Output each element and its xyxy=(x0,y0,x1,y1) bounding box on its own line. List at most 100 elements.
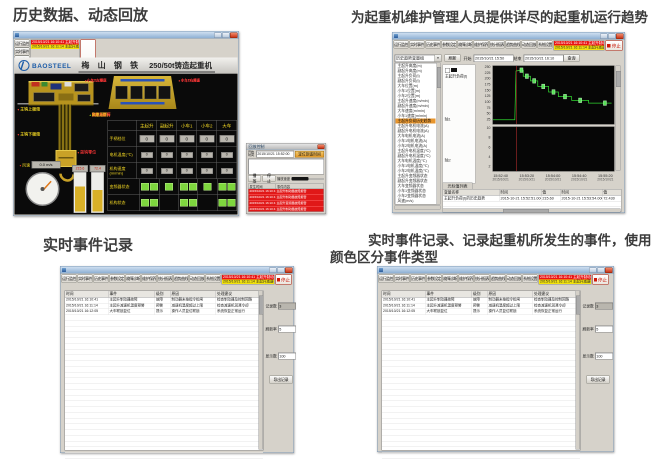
chart-cursor[interactable] xyxy=(516,127,517,171)
toolbar-button[interactable]: 系统设置 xyxy=(538,41,553,49)
locate-time-button[interactable]: 定位到该时间 xyxy=(295,151,324,158)
event-table: 时间 事件 级别 原因 处理建议 2015/10/21 16:10:41 主起升… xyxy=(382,291,581,451)
refresh-rate-input[interactable]: 5 xyxy=(595,326,613,333)
maximize-button[interactable] xyxy=(608,34,616,40)
column-header: 值 xyxy=(541,190,560,196)
toolbar-button[interactable]: 故障诊断 xyxy=(443,275,458,284)
stop-button[interactable]: 停止 xyxy=(263,176,276,182)
toolbar-button[interactable]: 故障诊断 xyxy=(126,275,141,284)
toolbar-button[interactable]: 维护保养 xyxy=(459,275,474,284)
toolbar-button[interactable]: 实时事件 xyxy=(410,41,425,49)
scada-titlebar[interactable] xyxy=(14,32,239,39)
chart-cursor[interactable] xyxy=(516,66,517,124)
minimize-button[interactable] xyxy=(214,33,222,39)
toolbar-button[interactable]: 运行监控 xyxy=(15,40,30,48)
toolbar-button[interactable]: 运行监控 xyxy=(62,275,77,284)
close-button[interactable] xyxy=(318,145,325,150)
toolbar-button[interactable]: 趋势曲线 xyxy=(506,41,521,49)
playback-listbox[interactable] xyxy=(248,159,324,175)
minimize-button[interactable] xyxy=(589,268,597,274)
trend-titlebar[interactable] xyxy=(393,33,625,40)
export-button[interactable]: 导出记录 xyxy=(270,376,293,384)
toolbar-button[interactable]: 实时事件 xyxy=(395,275,410,284)
stop-alarm-button[interactable]: 停止 xyxy=(276,275,292,285)
start-datetime-input[interactable]: 2015/10/21 15:50 xyxy=(474,55,514,63)
toolbar-button[interactable]: 运行监控 xyxy=(379,275,394,284)
toolbar-button[interactable]: 历史事件 xyxy=(411,275,426,284)
toolbar-button[interactable]: 统计报表 xyxy=(158,275,173,284)
toolbar-button[interactable]: 实时事件 xyxy=(15,48,30,56)
toolbar-button[interactable]: 故障诊断 xyxy=(458,41,473,49)
gear-value: 0 xyxy=(139,135,154,143)
maximize-button[interactable] xyxy=(222,33,230,39)
toolbar-button[interactable]: 参数设定 xyxy=(110,275,125,284)
limit-label: 主钩上限位 xyxy=(18,107,41,113)
toolbar-button[interactable]: 维护保养 xyxy=(142,275,157,284)
toolbar-button[interactable]: 统计报表 xyxy=(475,275,490,284)
end-datetime-input[interactable]: 2015/10/21 16:10 xyxy=(524,55,564,63)
toolbar-button[interactable]: 趋势曲线 xyxy=(174,275,189,284)
event-row[interactable]: 2015/10/21 16:12:05 大车联锁复位 提示 操作人员复位联锁 系… xyxy=(65,309,263,315)
toolbar-button[interactable]: 参数设定 xyxy=(442,41,457,49)
close-button[interactable] xyxy=(230,33,238,39)
minimize-button[interactable] xyxy=(269,268,277,274)
event-table: 时间 事件 级别 原因 处理建议 2015/10/21 16:10:41 主起升… xyxy=(65,291,264,451)
table-h-scrollbar[interactable] xyxy=(443,209,621,213)
series-name: 主起升负荷(t) xyxy=(445,74,473,79)
event-titlebar[interactable] xyxy=(378,267,614,274)
playback-titlebar[interactable]: 回放控制 xyxy=(247,144,326,150)
bridge-limit-label: 小车2右停止 xyxy=(179,78,201,83)
toolbar-button[interactable]: 维护保养 xyxy=(474,41,489,49)
start-time-input[interactable]: 2015/10/21 15:52:00 xyxy=(256,151,294,158)
event-row[interactable]: 2015/10/21 16:12:05 大车联锁复位 提示 操作人员复位联锁 系… xyxy=(382,309,580,315)
tree-scrollbar[interactable] xyxy=(437,63,441,205)
toolbar-button[interactable]: 历史事件 xyxy=(426,41,441,49)
toolbar-button[interactable]: 动态回放 xyxy=(190,275,205,284)
caption-trend: 为起重机维护管理人员提供详尽的起重机运行趋势 xyxy=(351,6,648,26)
query-button[interactable]: 查询 xyxy=(564,55,580,62)
signal-item[interactable]: 风速(m/s) xyxy=(396,199,436,204)
display-count-input[interactable]: 100 xyxy=(278,353,296,360)
speed-slider[interactable] xyxy=(292,177,325,181)
empty-row xyxy=(65,459,263,464)
close-button[interactable] xyxy=(285,268,293,274)
toolbar-button[interactable]: 统计报表 xyxy=(490,41,505,49)
event-titlebar[interactable] xyxy=(61,267,294,274)
toolbar-button[interactable]: 历史事件 xyxy=(94,275,109,284)
playback-dialog: 回放控制 开始时间 2015/10/21 15:52:00 定位到该时间 播放 … xyxy=(246,143,326,214)
column-header: 时间 xyxy=(500,190,542,196)
series-checkbox[interactable] xyxy=(445,68,450,73)
stop-alarm-button[interactable]: 停止 xyxy=(606,41,623,51)
wind-gauge xyxy=(26,172,60,206)
table-scrollbar[interactable] xyxy=(576,291,581,450)
toolbar-button[interactable]: 参数设定 xyxy=(427,275,442,284)
maximize-button[interactable] xyxy=(597,268,605,274)
tree-h-scrollbar[interactable] xyxy=(395,206,441,210)
event-toolbar: 运行监控实时事件历史事件参数设定故障诊断维护保养统计报表趋势曲线动态回放系统设置… xyxy=(61,274,294,286)
row-label: 手柄档位 xyxy=(108,131,137,147)
close-button[interactable] xyxy=(605,268,613,274)
refresh-rate-input[interactable]: 5 xyxy=(278,326,296,333)
app-icon xyxy=(379,268,383,272)
toolbar-button[interactable]: 实时事件 xyxy=(78,275,93,284)
toolbar-button[interactable]: 系统设置 xyxy=(523,275,538,284)
display-count-input[interactable]: 100 xyxy=(595,353,613,360)
maximize-button[interactable] xyxy=(277,268,285,274)
toolbar-button[interactable]: 系统设置 xyxy=(206,275,221,284)
toolbar-button[interactable]: 动态回放 xyxy=(507,275,522,284)
export-button[interactable]: 导出记录 xyxy=(587,376,610,384)
toolbar-button[interactable]: 趋势曲线 xyxy=(491,275,506,284)
chart-scrollbar[interactable] xyxy=(616,66,621,171)
stop-alarm-button[interactable]: 停止 xyxy=(593,275,609,285)
combo-dropdown-icon[interactable]: ▼ xyxy=(435,55,442,63)
refresh-button[interactable]: 刷新 xyxy=(445,55,461,62)
play-button[interactable]: 播放 xyxy=(248,176,261,182)
trend-group-combo[interactable]: 历史趋势变量组 xyxy=(395,55,436,63)
table-scrollbar[interactable] xyxy=(259,291,264,450)
column-header: 原因 xyxy=(488,291,534,297)
minimize-button[interactable] xyxy=(600,34,608,40)
toolbar-button[interactable]: 动态回放 xyxy=(522,41,537,49)
close-button[interactable] xyxy=(616,34,624,40)
toolbar-button[interactable]: 运行监控 xyxy=(394,41,409,49)
